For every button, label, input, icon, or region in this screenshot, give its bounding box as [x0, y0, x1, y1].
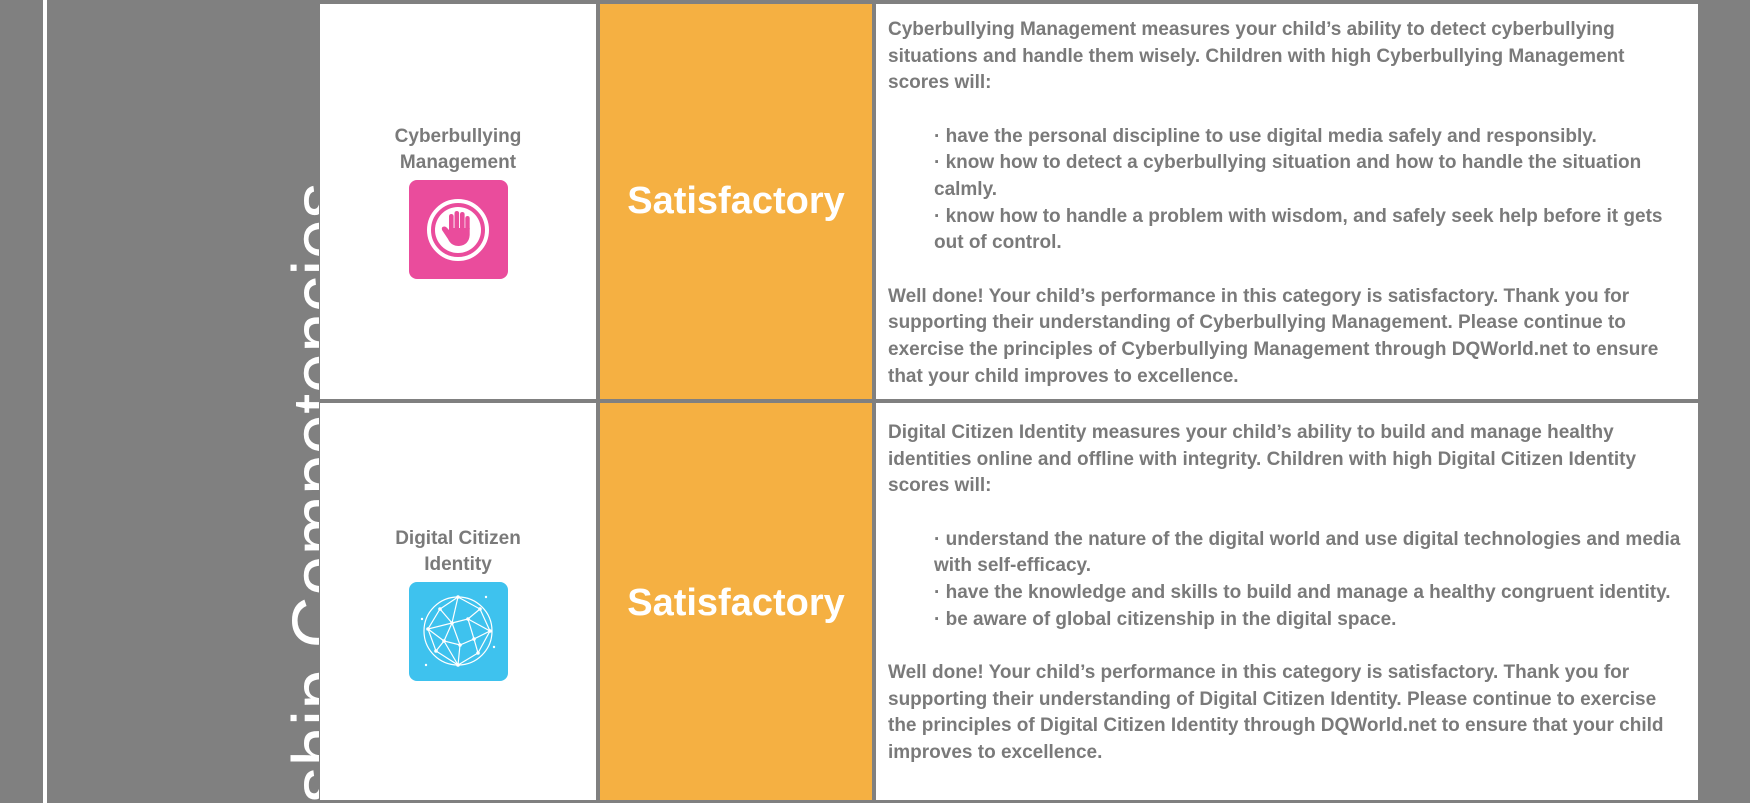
- section-side-panel: ship Competencies: [47, 0, 319, 803]
- description-cell: Cyberbullying Management measures your c…: [876, 0, 1684, 403]
- competency-name: Cyberbullying Management: [394, 126, 522, 173]
- list-item: · be aware of global citizenship in the …: [934, 608, 1397, 630]
- competency-table: Cyberbullying Management: [320, 0, 1698, 803]
- rating-cell: Satisfactory: [600, 0, 872, 403]
- list-item: · have the personal discipline to use di…: [934, 125, 1597, 147]
- network-globe-icon: [408, 581, 508, 681]
- page-edge-stripe: [43, 0, 47, 803]
- list-item: · understand the nature of the digital w…: [934, 528, 1681, 577]
- rating-label: Satisfactory: [627, 581, 845, 624]
- list-item: · have the knowledge and skills to build…: [934, 581, 1671, 603]
- description-outro: Well done! Your child’s performance in t…: [888, 662, 1664, 763]
- column-divider: [596, 0, 600, 803]
- competency-name: Digital Citizen Identity: [395, 527, 521, 575]
- description-intro: Cyberbullying Management measures your c…: [888, 19, 1625, 94]
- raised-hand-icon: [408, 180, 508, 279]
- description-intro: Digital Citizen Identity measures your c…: [888, 422, 1637, 497]
- list-item: · know how to detect a cyberbullying sit…: [934, 152, 1642, 200]
- competency-name-cell: Cyberbullying Management: [320, 0, 596, 403]
- description-cell: Digital Citizen Identity measures your c…: [876, 403, 1684, 803]
- section-title: ship Competencies: [279, 182, 319, 803]
- list-item: · know how to handle a problem with wisd…: [934, 205, 1663, 254]
- column-divider: [872, 0, 876, 803]
- rating-label: Satisfactory: [627, 180, 845, 222]
- bullet-list: · have the personal discipline to use di…: [934, 124, 1684, 257]
- table-row: Digital Citizen Identity: [320, 403, 1698, 803]
- table-border-bottom: [320, 800, 1698, 803]
- description-outro: Well done! Your child’s performance in t…: [888, 285, 1659, 387]
- table-border-top: [320, 0, 1698, 4]
- table-row: Cyberbullying Management: [320, 0, 1698, 403]
- rating-cell: Satisfactory: [600, 403, 872, 803]
- row-divider: [320, 399, 1698, 403]
- bullet-list: · understand the nature of the digital w…: [934, 527, 1684, 633]
- competency-name-cell: Digital Citizen Identity: [320, 403, 596, 803]
